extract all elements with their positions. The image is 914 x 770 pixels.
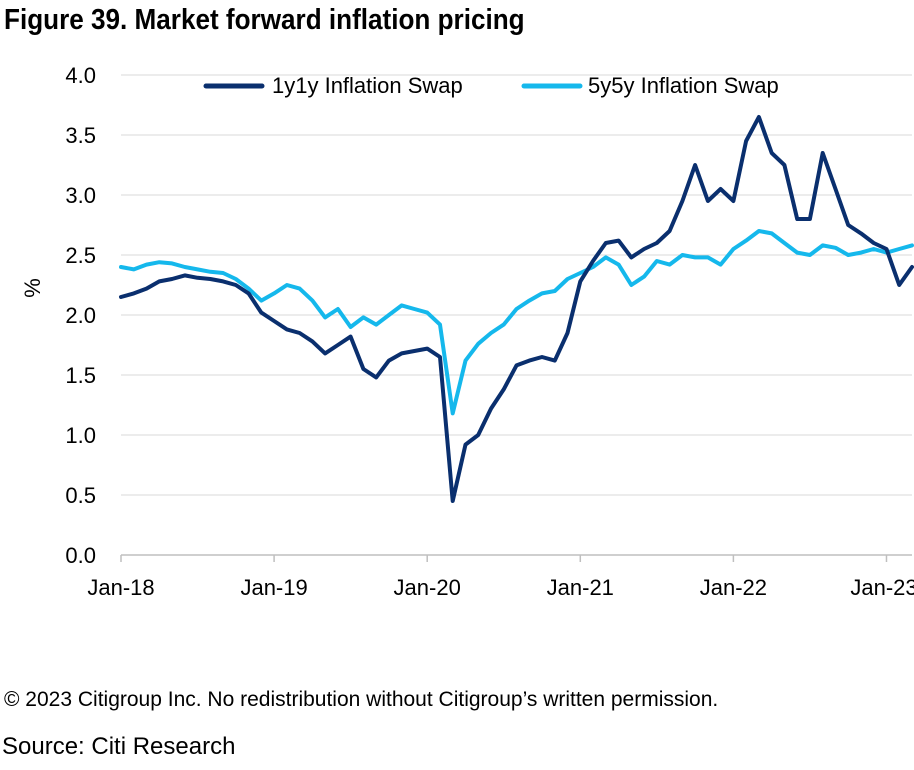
y-tick-label: 4.0 xyxy=(65,63,96,88)
legend-label: 1y1y Inflation Swap xyxy=(272,73,463,98)
x-tick-labels: Jan-18 Jan-19 Jan-20 Jan-21 Jan-22 Jan-23 xyxy=(87,555,914,600)
legend: 1y1y Inflation Swap 5y5y Inflation Swap xyxy=(203,73,779,98)
series-lines xyxy=(119,115,914,503)
source-note: Source: Citi Research xyxy=(2,733,236,760)
y-tick-labels: 0.0 0.5 1.0 1.5 2.0 2.5 3.0 3.5 4.0 xyxy=(65,63,96,568)
x-tick-label: Jan-20 xyxy=(394,575,461,600)
series-line xyxy=(119,229,914,416)
copyright-note: © 2023 Citigroup Inc. No redistribution … xyxy=(4,688,719,711)
y-tick-label: 3.5 xyxy=(65,123,96,148)
line-chart: 0.0 0.5 1.0 1.5 2.0 2.5 3.0 3.5 4.0 Jan-18 Jan-19… xyxy=(20,63,914,600)
series-line xyxy=(119,115,914,503)
y-axis-label: % xyxy=(20,278,45,298)
x-tick-label: Jan-19 xyxy=(240,575,307,600)
legend-label: 5y5y Inflation Swap xyxy=(588,73,779,98)
y-tick-label: 2.5 xyxy=(65,243,96,268)
x-tick-label: Jan-21 xyxy=(547,575,614,600)
figure-title: Figure 39. Market forward inflation pric… xyxy=(4,4,525,36)
y-tick-label: 3.0 xyxy=(65,183,96,208)
gridlines xyxy=(121,74,912,496)
x-tick-label: Jan-18 xyxy=(87,575,154,600)
x-tick-label: Jan-23 xyxy=(850,575,914,600)
x-tick-label: Jan-22 xyxy=(700,575,767,600)
y-tick-label: 0.0 xyxy=(65,543,96,568)
y-tick-label: 2.0 xyxy=(65,303,96,328)
y-tick-label: 1.0 xyxy=(65,423,96,448)
y-tick-label: 0.5 xyxy=(65,483,96,508)
y-tick-label: 1.5 xyxy=(65,363,96,388)
